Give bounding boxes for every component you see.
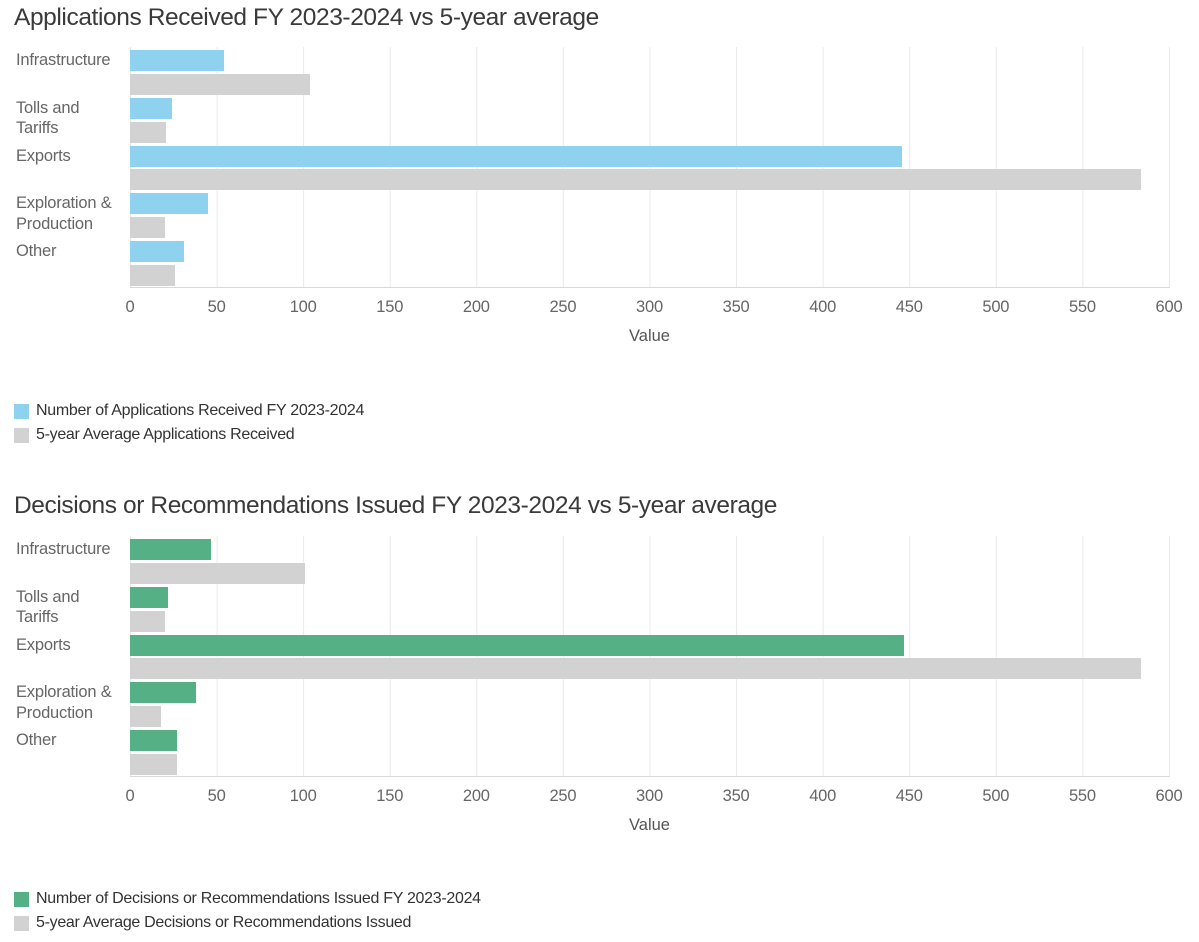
plot-area-decisions: [130, 536, 1170, 777]
bar-infrastructure-5-year-average[interactable]: [130, 562, 305, 584]
category-label-tolls-and-tariffs: Tolls and Tariffs: [16, 587, 80, 627]
legend-swatch-green: [14, 891, 29, 907]
category-label-exploration-production: Exploration & Production: [16, 683, 112, 722]
x-tick-350: 350: [722, 787, 750, 805]
x-tick-500: 500: [982, 787, 1010, 805]
bar-exports-fy-2023-2024[interactable]: [130, 145, 903, 167]
legend-item-decisions-current[interactable]: Number of Decisions or Recommendations I…: [14, 890, 481, 907]
x-tick-150: 150: [376, 298, 404, 316]
category-label-exports: Exports: [16, 635, 71, 654]
x-tick-200: 200: [462, 298, 490, 316]
bar-other-fy-2023-2024[interactable]: [130, 730, 177, 751]
x-tick-100: 100: [289, 298, 317, 316]
x-axis-ticks-applications: 0 50 100 150 200 250 300 350 400 450 500 550 600: [126, 298, 1183, 318]
category-label-infrastructure: Infrastructure: [16, 51, 111, 69]
legend-item-decisions-average[interactable]: 5-year Average Decisions or Recommendati…: [14, 914, 481, 931]
plot-area-applications: [130, 47, 1170, 288]
legend-label: Number of Applications Received FY 2023-…: [36, 402, 365, 419]
category-label-exports: Exports: [16, 146, 71, 165]
bar-exports-5-year-average[interactable]: [130, 169, 1142, 191]
x-tick-400: 400: [809, 787, 837, 805]
legend-label: Number of Decisions or Recommendations I…: [36, 890, 481, 907]
bar-infrastructure-5-year-average[interactable]: [130, 73, 311, 95]
x-axis-title-decisions: Value: [629, 816, 670, 834]
x-tick-50: 50: [207, 298, 226, 316]
x-tick-500: 500: [982, 298, 1010, 316]
legend-swatch-blue: [14, 403, 29, 419]
x-tick-400: 400: [809, 298, 837, 316]
bar-other-5-year-average[interactable]: [130, 264, 176, 286]
x-tick-150: 150: [376, 787, 404, 805]
x-axis-ticks-decisions: 0 50 100 150 200 250 300 350 400 450 500 550 600: [126, 787, 1183, 807]
bar-exploration-production-5-year-average[interactable]: [130, 217, 165, 238]
x-tick-450: 450: [895, 787, 923, 805]
bar-exports-fy-2023-2024[interactable]: [130, 634, 905, 656]
bar-other-5-year-average[interactable]: [130, 753, 177, 775]
x-tick-550: 550: [1068, 787, 1096, 805]
x-tick-250: 250: [549, 298, 577, 316]
bar-tolls-and-tariffs-5-year-average[interactable]: [130, 610, 165, 632]
x-tick-450: 450: [895, 298, 923, 316]
category-label-exploration-production: Exploration & Production: [16, 194, 112, 233]
category-axis-applications: Infrastructure Tolls and Tariffs Exports Exp…: [16, 47, 128, 287]
bar-other-fy-2023-2024[interactable]: [130, 241, 184, 262]
legend-applications: Number of Applications Received FY 2023-…: [14, 402, 365, 451]
legend-label: 5-year Average Decisions or Recommendati…: [36, 914, 412, 931]
x-axis-title-applications: Value: [629, 327, 670, 345]
x-tick-50: 50: [207, 787, 226, 805]
chart-title-decisions: Decisions or Recommendations Issued FY 2…: [14, 492, 778, 519]
bar-exports-5-year-average[interactable]: [130, 658, 1142, 680]
legend-item-applications-average[interactable]: 5-year Average Applications Received: [14, 426, 364, 443]
category-label-other: Other: [16, 731, 57, 749]
x-tick-550: 550: [1068, 298, 1096, 316]
category-label-infrastructure: Infrastructure: [16, 540, 111, 558]
x-tick-0: 0: [125, 787, 135, 805]
legend-item-applications-current[interactable]: Number of Applications Received FY 2023-…: [14, 402, 365, 419]
x-tick-100: 100: [289, 787, 317, 805]
bar-infrastructure-fy-2023-2024[interactable]: [130, 539, 212, 560]
bar-tolls-and-tariffs-fy-2023-2024[interactable]: [130, 97, 172, 119]
category-label-other: Other: [16, 242, 57, 260]
category-axis-decisions: Infrastructure Tolls and Tariffs Exports Exp…: [16, 536, 128, 776]
bar-tolls-and-tariffs-fy-2023-2024[interactable]: [130, 586, 169, 608]
legend-swatch-gray: [14, 427, 29, 443]
bar-exploration-production-fy-2023-2024[interactable]: [130, 193, 208, 215]
bar-tolls-and-tariffs-5-year-average[interactable]: [130, 121, 167, 143]
bar-exploration-production-5-year-average[interactable]: [130, 706, 162, 727]
legend-decisions: Number of Decisions or Recommendations I…: [14, 890, 481, 939]
bar-exploration-production-fy-2023-2024[interactable]: [130, 682, 196, 704]
x-tick-600: 600: [1155, 787, 1183, 805]
bar-infrastructure-fy-2023-2024[interactable]: [130, 50, 224, 71]
x-tick-0: 0: [125, 298, 135, 316]
x-tick-200: 200: [462, 787, 490, 805]
x-tick-350: 350: [722, 298, 750, 316]
x-tick-250: 250: [549, 787, 577, 805]
legend-label: 5-year Average Applications Received: [36, 426, 295, 443]
x-tick-300: 300: [636, 787, 663, 805]
category-label-tolls-and-tariffs: Tolls and Tariffs: [16, 98, 80, 138]
legend-swatch-gray: [14, 915, 29, 931]
x-tick-300: 300: [636, 298, 663, 316]
chart-title-applications: Applications Received FY 2023-2024 vs 5-…: [14, 4, 599, 31]
x-tick-600: 600: [1155, 298, 1183, 316]
